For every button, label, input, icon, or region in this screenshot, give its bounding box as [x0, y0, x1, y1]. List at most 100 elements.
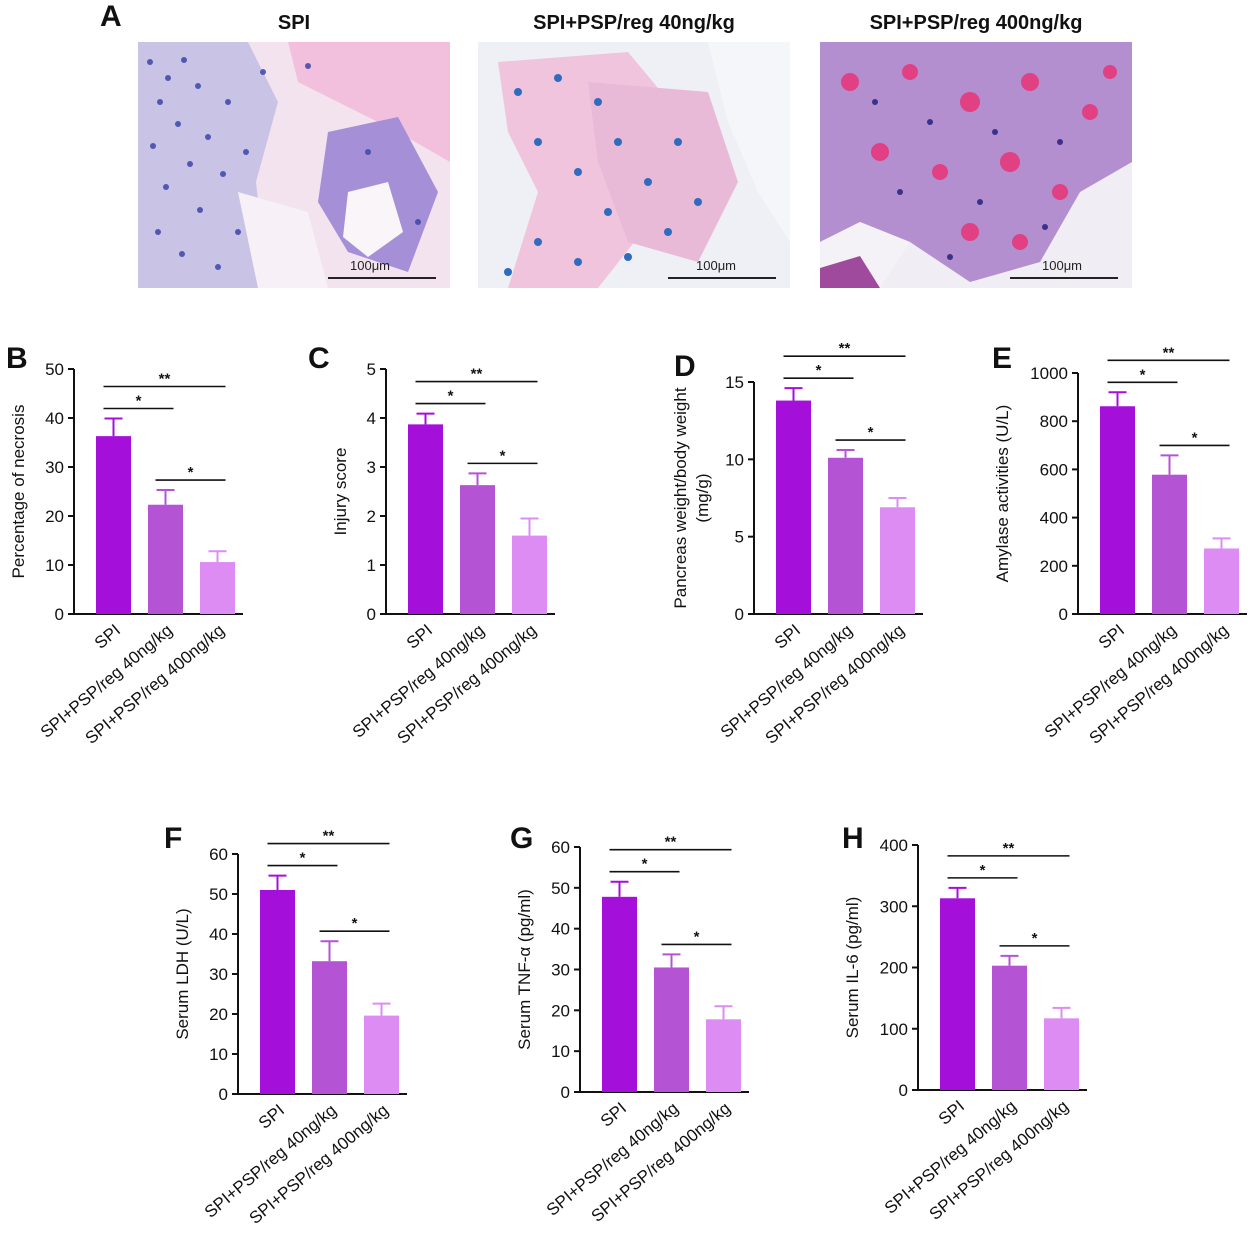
significance-label-b: **: [159, 370, 171, 387]
panel-letter-h: H: [842, 822, 864, 855]
y-tick-label-e: 200: [1040, 557, 1068, 576]
y-tick-label-f: 60: [209, 845, 228, 864]
panel-letter-b: B: [6, 342, 28, 375]
y-tick-label-b: 30: [45, 458, 64, 477]
y-label-d: Pancreas weight/body weight: [671, 387, 690, 608]
category-label-f-0: SPI: [255, 1101, 288, 1133]
micrograph-40: 100μm: [478, 42, 790, 288]
category-label-e-0: SPI: [1095, 621, 1128, 653]
y-tick-label-e: 800: [1040, 412, 1068, 431]
micrograph-title-40: SPI+PSP/reg 40ng/kg: [533, 12, 735, 34]
y-tick-label-c: 4: [367, 409, 376, 428]
y-tick-label-g: 20: [551, 1001, 570, 1020]
y-tick-label-f: 40: [209, 925, 228, 944]
y-tick-label-c: 5: [367, 360, 376, 379]
bar-g-2: [706, 1019, 741, 1092]
y-tick-label-g: 0: [561, 1083, 570, 1102]
bar-f-2: [364, 1015, 399, 1094]
significance-label-g: **: [665, 834, 677, 851]
significance-label-g: *: [694, 928, 700, 945]
bar-h-1: [992, 965, 1027, 1090]
y-label-e: Amylase activities (U/L): [993, 405, 1012, 583]
panel-letter-a: A: [100, 0, 122, 33]
y-tick-label-b: 20: [45, 507, 64, 526]
panel-letter-c: C: [308, 342, 330, 375]
category-label-b-0: SPI: [91, 621, 124, 653]
y-tick-label-c: 1: [367, 556, 376, 575]
bar-g-0: [602, 896, 637, 1092]
y-tick-label-h: 0: [899, 1081, 908, 1100]
significance-label-e: *: [1140, 366, 1146, 383]
bar-e-1: [1152, 474, 1187, 614]
scale-bar-label-40: 100μm: [696, 258, 736, 273]
significance-label-c: *: [448, 388, 454, 405]
y-tick-label-f: 0: [219, 1085, 228, 1104]
y-tick-label-h: 200: [880, 959, 908, 978]
bar-h-0: [940, 898, 975, 1090]
y-tick-label-d: 10: [725, 450, 744, 469]
y-tick-label-f: 50: [209, 885, 228, 904]
significance-label-b: *: [136, 392, 142, 409]
y-tick-label-d: 15: [725, 373, 744, 392]
scale-bar-label-400: 100μm: [1042, 258, 1082, 273]
bar-g-1: [654, 967, 689, 1092]
y-tick-label-h: 400: [880, 836, 908, 855]
bar-c-0: [408, 424, 443, 614]
panel-letter-f: F: [164, 822, 182, 855]
y-tick-label-h: 100: [880, 1020, 908, 1039]
significance-label-c: *: [500, 447, 506, 464]
bar-d-1: [828, 457, 863, 614]
y-tick-label-e: 1000: [1030, 364, 1068, 383]
y-tick-label-h: 300: [880, 897, 908, 916]
y-tick-label-b: 50: [45, 360, 64, 379]
micrograph-title-spi: SPI: [277, 12, 311, 34]
y-tick-label-c: 0: [367, 605, 376, 624]
significance-label-d: *: [868, 424, 874, 441]
significance-label-f: **: [323, 828, 335, 845]
y-tick-label-b: 0: [55, 605, 64, 624]
significance-label-h: *: [1032, 930, 1038, 947]
y-tick-label-c: 2: [367, 507, 376, 526]
y-label-g: Serum TNF-α (pg/ml): [515, 889, 534, 1050]
y-tick-label-c: 3: [367, 458, 376, 477]
y-tick-label-f: 10: [209, 1045, 228, 1064]
y-label-unit-d: (mg/g): [693, 473, 712, 522]
y-label-f: Serum LDH (U/L): [173, 908, 192, 1039]
y-tick-label-d: 0: [735, 605, 744, 624]
panel-letter-g: G: [510, 822, 533, 855]
y-label-h: Serum IL-6 (pg/ml): [843, 897, 862, 1039]
bar-d-2: [880, 507, 915, 614]
panel-letter-e: E: [992, 342, 1012, 375]
significance-label-h: **: [1003, 840, 1015, 857]
significance-label-g: *: [642, 856, 648, 873]
significance-label-c: **: [471, 366, 483, 383]
bar-b-0: [96, 436, 131, 614]
bar-b-2: [200, 562, 235, 614]
bar-e-0: [1100, 406, 1135, 614]
y-tick-label-e: 0: [1059, 605, 1068, 624]
bar-d-0: [776, 400, 811, 614]
category-label-g-0: SPI: [597, 1099, 630, 1131]
significance-label-d: *: [816, 362, 822, 379]
y-label-b: Percentage of necrosis: [9, 405, 28, 579]
y-tick-label-g: 50: [551, 879, 570, 898]
bar-h-2: [1044, 1018, 1079, 1090]
bar-e-2: [1204, 548, 1239, 614]
significance-label-d: **: [839, 340, 851, 357]
y-tick-label-f: 30: [209, 965, 228, 984]
significance-label-e: **: [1163, 344, 1175, 361]
y-tick-label-g: 60: [551, 838, 570, 857]
category-label-h-0: SPI: [935, 1097, 968, 1129]
y-label-c: Injury score: [331, 448, 350, 536]
y-tick-label-e: 600: [1040, 460, 1068, 479]
significance-label-f: *: [300, 850, 306, 867]
bar-b-1: [148, 504, 183, 614]
bar-c-1: [460, 485, 495, 614]
y-tick-label-g: 40: [551, 920, 570, 939]
bar-c-2: [512, 535, 547, 614]
y-tick-label-e: 400: [1040, 509, 1068, 528]
y-tick-label-g: 30: [551, 961, 570, 980]
scale-bar-label-spi: 100μm: [350, 258, 390, 273]
category-label-c-0: SPI: [403, 621, 436, 653]
